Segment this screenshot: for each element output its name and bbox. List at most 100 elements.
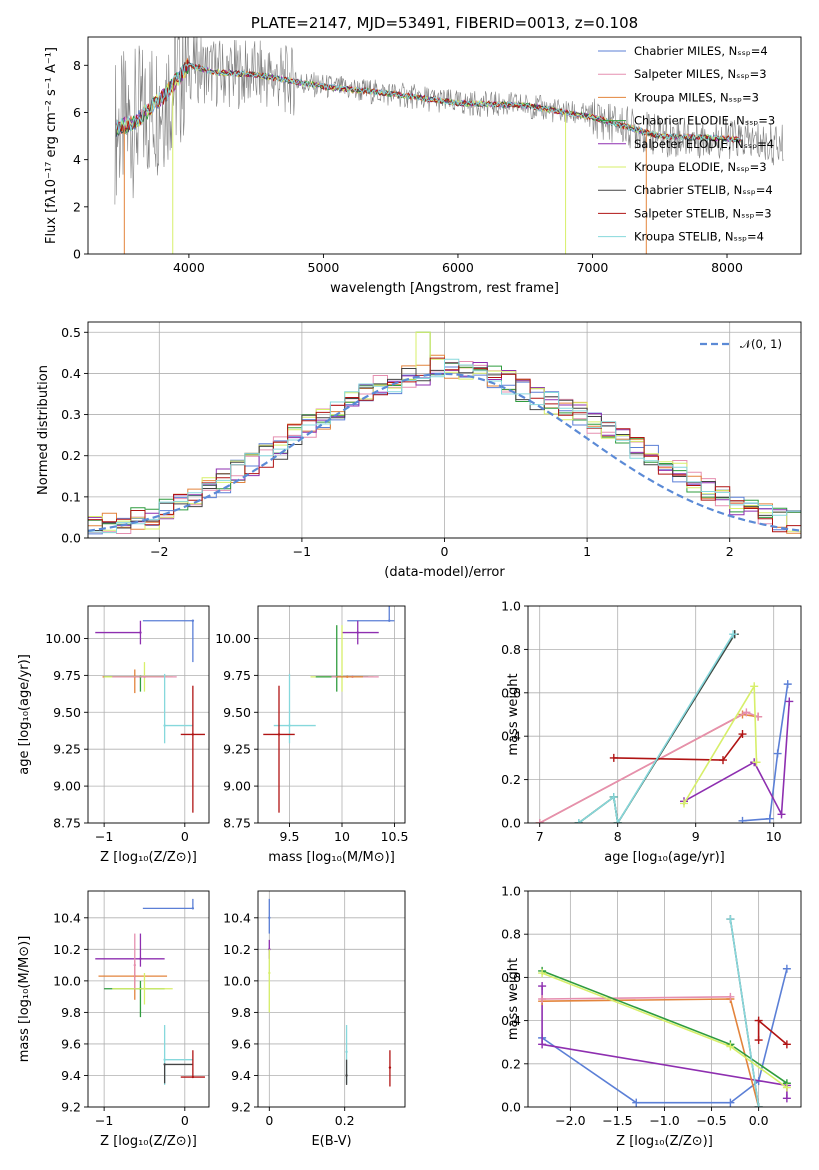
data-point	[163, 724, 166, 727]
x-tick-label: 0	[181, 829, 189, 844]
y-axis-label: mass [log₁₀(M/M⊙)]	[17, 936, 32, 1063]
x-axis-label: Z [log₁₀(Z/Z⊙)]	[100, 850, 197, 865]
x-tick-label: 1	[583, 544, 591, 559]
data-point	[139, 957, 142, 960]
y-tick-label: 0.0	[61, 531, 81, 546]
plus-marker	[782, 1094, 791, 1103]
plot-area	[95, 619, 205, 813]
y-tick-label: 0.4	[501, 1013, 521, 1028]
plot-area	[535, 630, 794, 823]
data-point	[388, 1066, 392, 1069]
y-tick-label: 10.0	[53, 973, 81, 988]
x-tick-label: 0	[441, 544, 449, 559]
y-tick-label: 0.1	[61, 489, 81, 504]
plus-marker	[782, 1040, 791, 1049]
plot-frame	[87, 890, 210, 1108]
y-tick-label: 6	[73, 105, 81, 120]
model-spectrum-line	[115, 62, 741, 143]
x-axis-label: E(B-V)	[311, 1134, 351, 1149]
y-tick-label: 10.00	[215, 631, 251, 646]
x-tick-label: −1	[293, 544, 311, 559]
y-tick-label: 1.0	[501, 884, 521, 899]
y-tick-label: 10.2	[53, 942, 81, 957]
plus-marker	[574, 819, 583, 823]
data-point	[268, 916, 271, 920]
plot-frame	[257, 605, 406, 824]
y-tick-label: 9.25	[53, 742, 81, 757]
legend-entry: Salpeter MILES, Nₛₛₚ=3	[634, 67, 767, 81]
plot-area	[114, 37, 784, 254]
y-tick-label: 9.8	[61, 1005, 81, 1020]
x-tick-label: 10.5	[381, 829, 409, 844]
series-line	[578, 633, 736, 823]
y-tick-label: 0	[73, 247, 81, 262]
x-axis-label: mass [log₁₀(M/M⊙)]	[268, 850, 395, 865]
series-line	[539, 713, 759, 823]
data-point	[139, 631, 142, 634]
plot-frame	[527, 605, 802, 824]
y-tick-label: 0.8	[501, 927, 521, 942]
y-tick-label: 10.0	[223, 973, 251, 988]
x-tick-label: 8	[614, 829, 622, 844]
x-tick-label: −0.5	[696, 1113, 726, 1128]
y-tick-label: 9.75	[53, 668, 81, 683]
plus-marker	[729, 630, 738, 639]
series-line	[683, 701, 791, 818]
y-tick-label: 0.0	[501, 1100, 521, 1115]
plot-frame	[257, 890, 406, 1108]
y-tick-label: 9.2	[231, 1100, 251, 1115]
data-point	[191, 619, 195, 622]
y-tick-label: 9.6	[61, 1036, 81, 1051]
x-tick-label: 5000	[308, 260, 340, 275]
plus-marker	[609, 792, 618, 801]
x-tick-label: 0	[265, 1113, 273, 1128]
x-axis-label: age [log₁₀(age/yr)]	[604, 850, 725, 865]
plus-marker	[785, 697, 794, 706]
y-tick-label: 8.75	[53, 816, 81, 831]
data-point	[191, 1075, 195, 1079]
legend-entry: Kroupa STELIB, Nₛₛₚ=4	[634, 230, 764, 244]
data-point	[356, 631, 359, 634]
x-tick-label: 6000	[442, 260, 474, 275]
x-axis-label: Z [log₁₀(Z/Z⊙)]	[616, 1134, 713, 1149]
plus-marker	[538, 969, 547, 978]
plus-marker	[782, 1083, 791, 1092]
y-tick-label: 8	[73, 58, 81, 73]
y-tick-label: 0.4	[501, 729, 521, 744]
plot-area	[538, 915, 791, 1107]
plus-marker	[742, 708, 751, 717]
y-tick-label: 0.2	[501, 1056, 521, 1071]
plus-marker	[726, 1098, 735, 1107]
data-point	[163, 1063, 166, 1066]
x-tick-label: −2.0	[555, 1113, 585, 1128]
y-axis-label: Flux [fλ10⁻¹⁷ erg cm⁻² s⁻¹ A⁻¹]	[44, 47, 59, 244]
plus-marker	[538, 982, 547, 991]
data-point	[345, 1050, 348, 1054]
mass-weight-vs-metallicity-panel: −2.0 −1.5 −1.0 −0.5 0.0 0.0 0.2 0.4 0.6 0.8 1.0 Z […	[501, 884, 802, 1149]
plus-marker	[535, 819, 544, 823]
x-axis-label: Z [log₁₀(Z/Z⊙)]	[100, 1134, 197, 1149]
age-vs-mass-panel: 9.5 10 10.5 8.75 9.00 9.25 9.50 9.75 10.00 mass […	[215, 605, 409, 865]
series-line	[578, 633, 736, 823]
y-tick-label: 9.50	[53, 705, 81, 720]
y-tick-label: 0.2	[501, 772, 521, 787]
residual-histogram-panel: −2 −1 0 1 2 0.0 0.1 0.2 0.3 0.4 0.5 (data-model)/er…	[36, 321, 802, 580]
x-tick-label: −1	[95, 1113, 113, 1128]
y-tick-label: 0.6	[501, 685, 521, 700]
y-tick-label: 0.4	[61, 366, 81, 381]
legend-entry: Salpeter ELODIE, Nₛₛₚ=4	[634, 137, 774, 151]
x-tick-label: −1.5	[602, 1113, 632, 1128]
plot-area	[263, 606, 395, 813]
x-tick-label: 0	[181, 1113, 189, 1128]
legend-entry: Kroupa ELODIE, Nₛₛₚ=3	[634, 160, 767, 174]
y-tick-label: 9.4	[231, 1068, 251, 1083]
legend-entry: Kroupa MILES, Nₛₛₚ=3	[634, 90, 759, 104]
plus-marker	[632, 1098, 641, 1107]
y-tick-label: 2	[73, 199, 81, 214]
plus-marker	[754, 1016, 763, 1025]
y-tick-label: 1.0	[501, 599, 521, 614]
plus-marker	[613, 819, 622, 823]
histogram-step	[88, 358, 801, 534]
x-axis-label: (data-model)/error	[384, 565, 505, 580]
